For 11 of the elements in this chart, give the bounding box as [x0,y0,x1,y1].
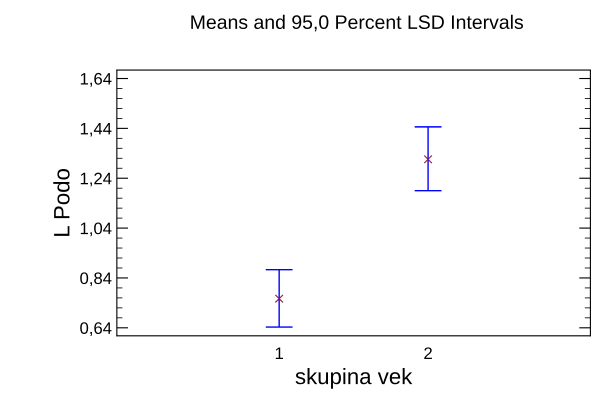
y-tick-label: 0,84 [80,272,112,286]
chart-title: Means and 95,0 Percent LSD Intervals [191,14,523,32]
x-tick-label: 1 [276,348,283,359]
y-tick-label: 1,04 [80,222,112,236]
y-axis-title: L Podo [53,169,70,236]
x-axis-title: skupina vek [296,368,412,389]
x-tick-label: 2 [424,347,432,359]
y-tick-label: 1,24 [80,172,112,186]
y-tick-label: 1,44 [80,122,112,137]
y-tick-label: 0,64 [80,322,112,336]
y-tick-label: 1,64 [80,72,112,87]
